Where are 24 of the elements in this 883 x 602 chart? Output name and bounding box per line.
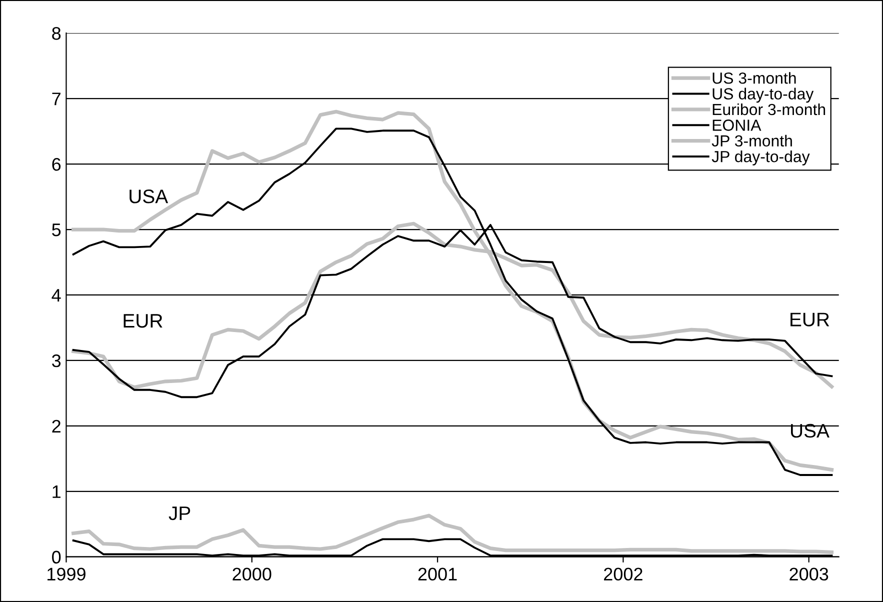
annotation: USA bbox=[130, 190, 168, 204]
y-tick-label: 7 bbox=[52, 92, 60, 106]
legend-label: Euribor 3-month bbox=[712, 103, 826, 116]
y-tick-label: 3 bbox=[52, 354, 61, 368]
y-tick-label: 0 bbox=[52, 550, 61, 564]
annotation: EUR bbox=[790, 312, 830, 326]
x-tick-label: 2000 bbox=[232, 568, 272, 581]
y-tick-label: 1 bbox=[52, 486, 60, 498]
legend-label: JP 3-month bbox=[712, 134, 792, 147]
y-tick-label: 5 bbox=[52, 224, 61, 236]
y-tick-label: 8 bbox=[52, 27, 61, 40]
annotation: EUR bbox=[124, 314, 162, 328]
legend-label: US day-to-day bbox=[712, 88, 814, 103]
y-tick-label: 6 bbox=[52, 158, 61, 171]
x-tick-label: 2003 bbox=[790, 568, 828, 581]
y-tick-label: 2 bbox=[52, 420, 60, 432]
legend-label: US 3-month bbox=[712, 72, 796, 84]
annotation: JP bbox=[168, 506, 190, 520]
y-tick-label: 4 bbox=[52, 289, 61, 302]
x-tick-label: 2001 bbox=[418, 568, 457, 581]
legend-label: EONIA bbox=[712, 120, 762, 131]
x-tick-label: 1999 bbox=[48, 568, 86, 581]
x-tick-label: 2002 bbox=[604, 568, 642, 581]
legend-label: JP day-to-day bbox=[712, 150, 810, 166]
